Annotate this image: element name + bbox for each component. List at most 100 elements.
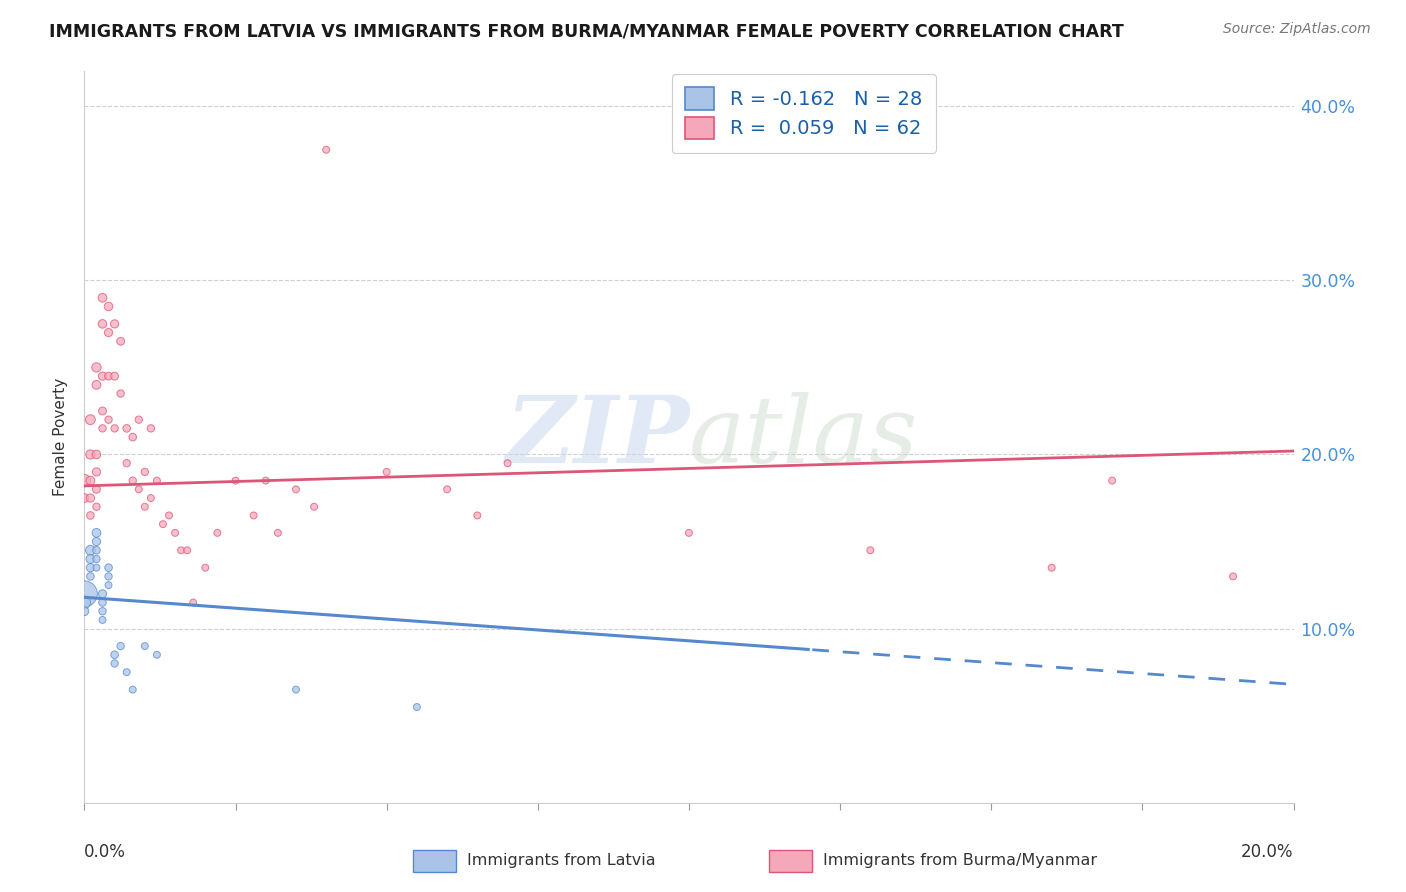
Text: Source: ZipAtlas.com: Source: ZipAtlas.com	[1223, 22, 1371, 37]
Point	[139, 421, 162, 435]
Point	[1040, 560, 1063, 574]
Legend: R = -0.162   N = 28, R =  0.059   N = 62: R = -0.162 N = 28, R = 0.059 N = 62	[672, 74, 936, 153]
Point	[86, 525, 108, 540]
Point	[104, 369, 127, 384]
Point	[176, 543, 198, 558]
Point	[285, 682, 308, 697]
Point	[86, 543, 108, 558]
Point	[134, 500, 156, 514]
Point	[91, 291, 114, 305]
Point	[97, 369, 120, 384]
Point	[91, 595, 114, 609]
Point	[86, 552, 108, 566]
Point	[86, 360, 108, 375]
Point	[104, 317, 127, 331]
Point	[375, 465, 398, 479]
Point	[165, 525, 187, 540]
Point	[254, 474, 277, 488]
Point	[86, 560, 108, 574]
Point	[86, 465, 108, 479]
Point	[302, 500, 325, 514]
Text: IMMIGRANTS FROM LATVIA VS IMMIGRANTS FROM BURMA/MYANMAR FEMALE POVERTY CORRELATI: IMMIGRANTS FROM LATVIA VS IMMIGRANTS FRO…	[49, 22, 1123, 40]
Point	[91, 587, 114, 601]
Text: Immigrants from Latvia: Immigrants from Latvia	[467, 854, 657, 868]
Point	[79, 474, 101, 488]
Point	[73, 604, 96, 618]
Point	[194, 560, 217, 574]
Point	[146, 648, 169, 662]
Point	[79, 543, 101, 558]
Point	[207, 525, 229, 540]
Text: 20.0%: 20.0%	[1241, 843, 1294, 861]
Point	[73, 595, 96, 609]
Point	[110, 334, 132, 349]
Point	[86, 483, 108, 497]
Point	[406, 700, 429, 714]
Point	[285, 483, 308, 497]
Point	[91, 317, 114, 331]
Point	[97, 300, 120, 314]
Point	[91, 404, 114, 418]
Point	[104, 421, 127, 435]
Point	[86, 534, 108, 549]
Point	[79, 448, 101, 462]
Point	[79, 569, 101, 583]
Point	[79, 412, 101, 426]
Point	[128, 483, 150, 497]
Point	[97, 569, 120, 583]
Point	[79, 508, 101, 523]
Point	[73, 474, 96, 488]
Point	[110, 639, 132, 653]
Point	[86, 500, 108, 514]
Point	[170, 543, 193, 558]
Point	[91, 369, 114, 384]
Point	[79, 560, 101, 574]
Point	[436, 483, 458, 497]
Point	[467, 508, 489, 523]
Point	[139, 491, 162, 505]
Point	[110, 386, 132, 401]
Point	[267, 525, 290, 540]
Point	[1101, 474, 1123, 488]
Point	[181, 595, 204, 609]
Point	[73, 491, 96, 505]
Text: 0.0%: 0.0%	[84, 843, 127, 861]
Point	[91, 613, 114, 627]
Point	[496, 456, 519, 470]
Point	[134, 465, 156, 479]
Point	[91, 421, 114, 435]
Point	[104, 657, 127, 671]
Y-axis label: Female Poverty: Female Poverty	[53, 378, 69, 496]
Point	[134, 639, 156, 653]
Point	[86, 448, 108, 462]
Point	[152, 517, 174, 532]
Point	[121, 474, 143, 488]
Point	[79, 491, 101, 505]
FancyBboxPatch shape	[769, 849, 811, 872]
Point	[678, 525, 700, 540]
Point	[121, 682, 143, 697]
Point	[104, 648, 127, 662]
Point	[859, 543, 882, 558]
Text: ZIP: ZIP	[505, 392, 689, 482]
Point	[91, 604, 114, 618]
Point	[73, 587, 96, 601]
Point	[157, 508, 180, 523]
Point	[97, 560, 120, 574]
Point	[97, 326, 120, 340]
Point	[97, 412, 120, 426]
Point	[315, 143, 337, 157]
Point	[121, 430, 143, 444]
Point	[146, 474, 169, 488]
Point	[86, 377, 108, 392]
Point	[128, 412, 150, 426]
Text: atlas: atlas	[689, 392, 918, 482]
Point	[115, 456, 138, 470]
Point	[115, 665, 138, 680]
Point	[115, 421, 138, 435]
Point	[225, 474, 247, 488]
Point	[242, 508, 264, 523]
Text: Immigrants from Burma/Myanmar: Immigrants from Burma/Myanmar	[824, 854, 1097, 868]
Point	[97, 578, 120, 592]
Point	[79, 552, 101, 566]
